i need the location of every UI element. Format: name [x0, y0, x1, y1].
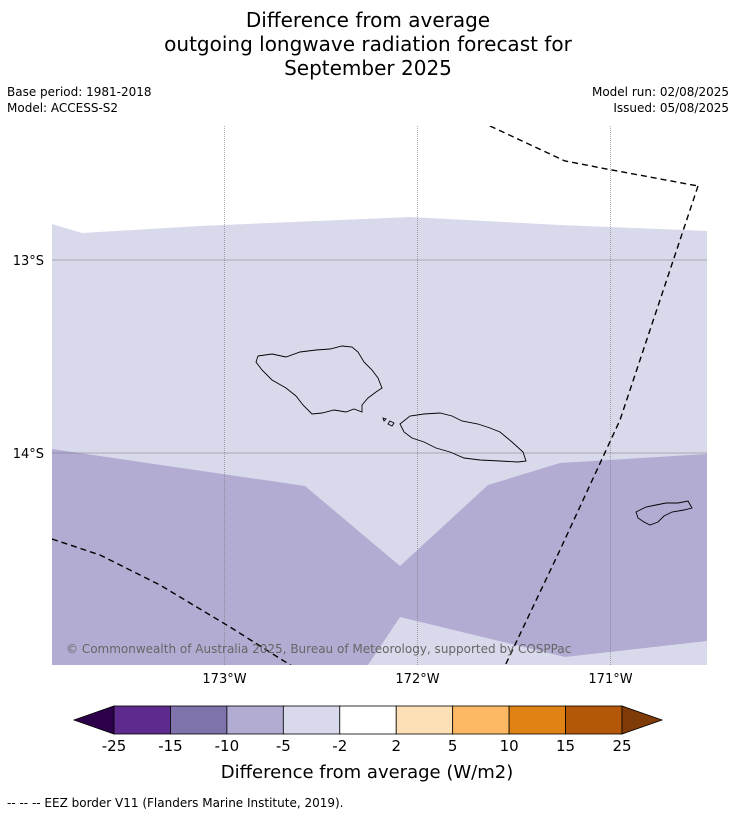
eez-border-east — [504, 185, 699, 665]
colorbar-swatch — [282, 705, 341, 735]
eez-border-southwest — [52, 538, 292, 665]
colorbar — [72, 705, 664, 735]
colorbar-swatch — [226, 705, 284, 735]
colorbar-tick-label: -2 — [332, 737, 347, 755]
colorbar-tick-label: 25 — [612, 737, 631, 755]
title-line-3: September 2025 — [284, 56, 452, 80]
colorbar-swatch — [565, 705, 623, 735]
copyright-text: © Commonwealth of Australia 2025, Bureau… — [66, 642, 571, 656]
colorbar-tick-label: 5 — [448, 737, 458, 755]
meta-left: Base period: 1981-2018 Model: ACCESS-S2 — [7, 84, 152, 116]
meta-right: Model run: 02/08/2025 Issued: 05/08/2025 — [592, 84, 729, 116]
colorbar-swatch — [452, 705, 510, 735]
anomaly-region-medium — [52, 449, 707, 665]
apolima-island — [382, 417, 387, 422]
colorbar-swatch — [170, 705, 228, 735]
title-line-2: outgoing longwave radiation forecast for — [164, 32, 572, 56]
colorbar-tick-label: 10 — [500, 737, 519, 755]
eez-border-north — [489, 126, 699, 187]
colorbar-ticks: -25 -15 -10 -5 -2 2 5 10 15 25 — [102, 737, 632, 755]
colorbar-tick-label: 15 — [556, 737, 575, 755]
issued-text: Issued: 05/08/2025 — [613, 101, 729, 115]
lon-label-172w: 172°W — [395, 672, 439, 687]
manono-island — [387, 420, 395, 427]
map-title: Difference from average outgoing longwav… — [0, 8, 736, 80]
gridlines — [52, 126, 707, 665]
lon-label-171w: 171°W — [588, 672, 632, 687]
upolu-island — [399, 412, 527, 463]
tutuila-island — [635, 500, 693, 526]
savaii-island — [255, 345, 383, 415]
colorbar-swatch — [395, 705, 454, 735]
model-run-text: Model run: 02/08/2025 — [591, 85, 729, 99]
colorbar-extend-high — [621, 705, 664, 735]
colorbar-label: Difference from average (W/m2) — [221, 762, 513, 783]
colorbar-swatch — [508, 705, 566, 735]
lat-label-14s: 14°S — [13, 447, 44, 462]
colorbar-tick-label: -25 — [102, 737, 127, 755]
colorbar-swatch — [339, 705, 397, 735]
colorbar-extend-low — [72, 705, 115, 735]
eez-footnote: -- -- -- EEZ border V11 (Flanders Marine… — [7, 796, 344, 810]
lon-label-173w: 173°W — [202, 672, 246, 687]
colorbar-tick-label: -15 — [158, 737, 183, 755]
axis-labels: 13°S 14°S 173°W 172°W 171°W — [13, 254, 633, 687]
model-text: Model: ACCESS-S2 — [7, 101, 119, 115]
colorbar-swatch — [113, 705, 171, 735]
coastlines — [255, 345, 693, 526]
colorbar-tick-label: 2 — [391, 737, 401, 755]
colorbar-tick-label: -5 — [276, 737, 291, 755]
title-line-1: Difference from average — [245, 8, 491, 32]
map-panel: © Commonwealth of Australia 2025, Bureau… — [52, 126, 707, 665]
lat-label-13s: 13°S — [13, 254, 44, 269]
base-period-text: Base period: 1981-2018 — [7, 85, 152, 99]
colorbar-tick-label: -10 — [215, 737, 240, 755]
eez-borders — [52, 126, 699, 665]
